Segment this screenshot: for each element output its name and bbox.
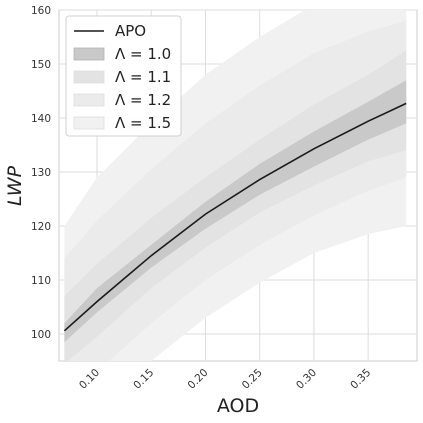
y-tick-label: 140 [31,113,51,125]
apo-line [63,102,407,332]
y-tick-label: 100 [31,329,51,341]
x-tick-label: 0.25 [240,367,265,392]
y-tick-label: 130 [31,167,51,179]
x-tick-label: 0.30 [294,367,319,392]
y-axis-label: LWP [4,165,26,206]
y-tick-labels: 100 110 120 130 140 150 160 [31,5,51,341]
x-tick-labels: 0.10 0.15 0.20 0.25 0.30 0.35 [77,367,373,392]
y-tick-label: 120 [31,221,51,233]
legend-swatch-1-1 [73,70,105,84]
x-tick-label: 0.35 [348,367,373,392]
x-tick-label: 0.20 [186,367,211,392]
x-axis-label: AOD [217,395,259,417]
legend-label-1-0: Λ = 1.0 [115,45,171,63]
y-tick-label: 110 [31,275,51,287]
legend-swatch-1-2 [73,93,105,107]
x-tick-label: 0.10 [77,367,102,392]
legend-label-1-5: Λ = 1.5 [115,114,171,132]
legend-swatch-1-0 [73,47,105,61]
legend: APO Λ = 1.0 Λ = 1.1 Λ = 1.2 Λ = 1.5 [65,15,182,137]
y-tick-label: 160 [31,5,51,17]
legend-label-1-2: Λ = 1.2 [115,91,171,109]
x-tick-label: 0.15 [131,367,156,392]
legend-swatch-1-5 [73,116,105,130]
legend-label-apo: APO [115,22,146,40]
y-tick-label: 150 [31,59,51,71]
line-layer [63,102,407,332]
legend-label-1-1: Λ = 1.1 [115,68,171,86]
